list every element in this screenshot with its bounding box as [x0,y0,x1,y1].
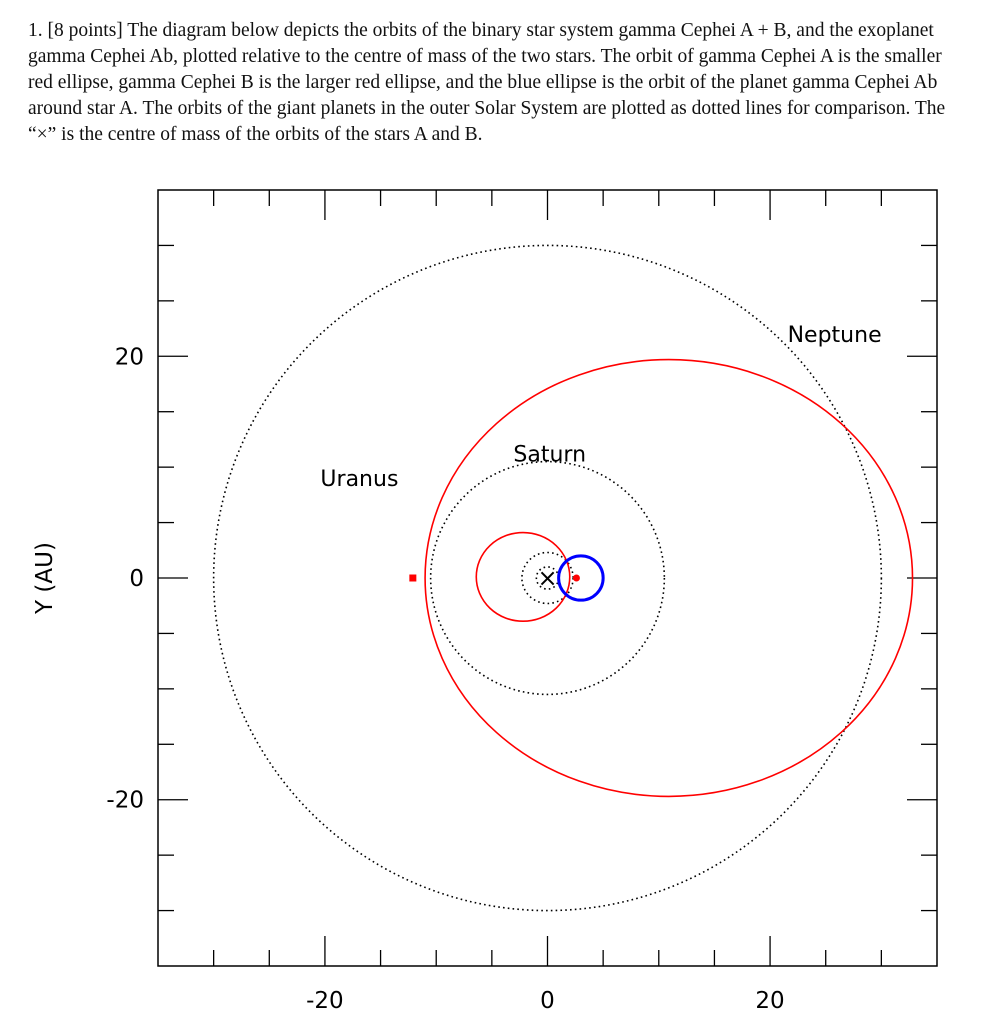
orbit-gamma-cephei-a [475,531,571,623]
label-saturn: Saturn [513,443,586,468]
x-tick-label: -20 [306,988,344,1014]
y-axis-label: Y (AU) [32,542,58,615]
orbit-gamma-cephei-b [424,358,914,798]
orbit-gamma-cephei-ab [557,554,605,602]
label-neptune: Neptune [788,323,882,348]
y-tick-label: 20 [115,344,144,370]
label-uranus: Uranus [320,467,398,492]
orbit-neptune [212,244,883,912]
x-tick-label: 20 [755,988,784,1014]
star-b-marker [409,574,417,582]
question-text: 1. [8 points] The diagram below depicts … [28,20,946,145]
center-of-mass-marker: × [537,564,557,592]
y-tick-label: 0 [129,566,144,592]
star-a-marker [572,574,580,582]
y-tick-label: -20 [106,788,144,814]
orbit-uranus [429,460,666,696]
x-tick-label: 0 [540,988,555,1014]
